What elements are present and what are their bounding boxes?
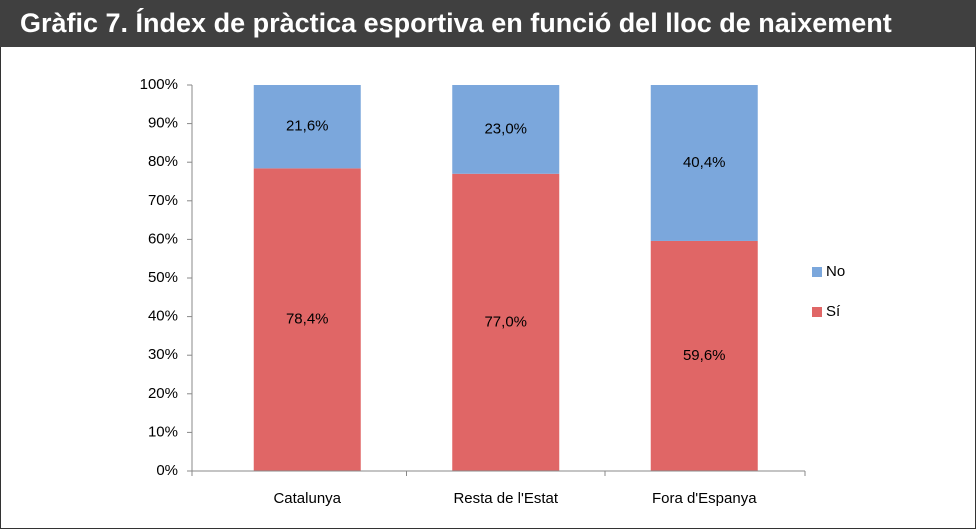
x-tick-label: Catalunya: [273, 490, 341, 507]
value-label: 59,6%: [683, 347, 726, 364]
bar-segment: [650, 85, 758, 241]
header-bar: [0, 0, 976, 47]
y-tick-label: 0%: [156, 462, 178, 479]
y-tick-label: 80%: [148, 153, 178, 170]
y-tick-label: 70%: [148, 192, 178, 209]
y-tick-label: 60%: [148, 230, 178, 247]
y-tick-label: 30%: [148, 346, 178, 363]
bar-segment: [253, 85, 361, 169]
y-tick-label: 10%: [148, 423, 178, 440]
x-tick-label: Fora d'Espanya: [652, 490, 757, 507]
y-tick-label: 90%: [148, 115, 178, 132]
chart-title: Gràfic 7. Índex de pràctica esportiva en…: [20, 7, 892, 38]
legend-label: No: [826, 263, 845, 280]
bar-segment: [650, 240, 758, 471]
y-tick-label: 50%: [148, 269, 178, 286]
legend-label: Sí: [826, 303, 841, 320]
y-tick-label: 100%: [140, 76, 178, 93]
x-tick-label: Resta de l'Estat: [453, 490, 558, 507]
bar-segment: [452, 85, 560, 174]
y-tick-label: 20%: [148, 385, 178, 402]
y-tick-label: 40%: [148, 308, 178, 325]
legend-swatch: [812, 267, 822, 277]
value-label: 23,0%: [484, 120, 527, 137]
bar-segment: [253, 168, 361, 471]
value-label: 77,0%: [484, 313, 527, 330]
legend-swatch: [812, 307, 822, 317]
value-label: 40,4%: [683, 154, 726, 171]
value-label: 78,4%: [286, 311, 329, 328]
bar-segment: [452, 173, 560, 471]
value-label: 21,6%: [286, 118, 329, 135]
